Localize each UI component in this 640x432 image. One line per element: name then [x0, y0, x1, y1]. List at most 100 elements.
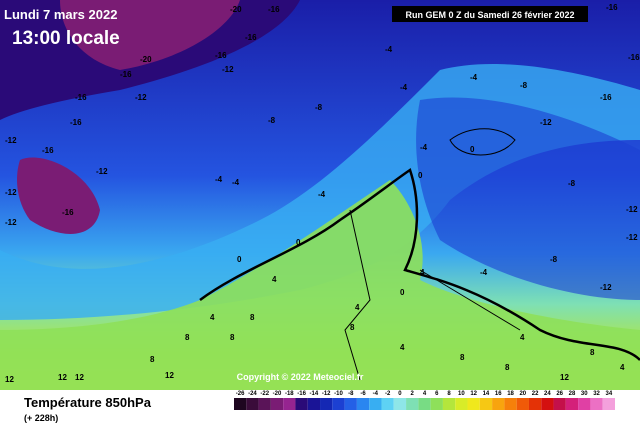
- legend-tick-label: -20: [273, 391, 282, 397]
- legend-tick-label: -14: [310, 391, 319, 397]
- legend-tick-label: -24: [248, 391, 257, 397]
- legend-swatch: [246, 398, 259, 410]
- contour-label: -12: [626, 233, 638, 242]
- contour-label: 4: [355, 303, 360, 312]
- contour-label: 4: [400, 343, 405, 352]
- legend-swatch: [406, 398, 419, 410]
- copyright: Copyright © 2022 Meteociel.fr: [237, 372, 364, 382]
- legend-swatch: [541, 398, 554, 410]
- legend-tick-label: 8: [447, 391, 451, 397]
- date: Lundi 7 mars 2022: [4, 7, 117, 22]
- contour-label: 0: [237, 255, 242, 264]
- run-box: [392, 6, 588, 22]
- legend-tick-label: 18: [507, 391, 514, 397]
- contour-label: -4: [232, 178, 240, 187]
- contour-label: 4: [272, 275, 277, 284]
- contour-label: -12: [5, 218, 17, 227]
- contour-label: -4: [420, 143, 428, 152]
- contour-label: -4: [215, 175, 223, 184]
- contour-label: -4: [385, 45, 393, 54]
- legend-swatch: [578, 398, 591, 410]
- legend-swatch: [602, 398, 615, 410]
- legend-tick-label: -16: [297, 391, 306, 397]
- legend-swatch: [492, 398, 505, 410]
- contour-label: -12: [626, 205, 638, 214]
- legend-tick-label: -26: [236, 391, 245, 397]
- contour-label: 4: [420, 268, 425, 277]
- contour-label: -16: [268, 5, 280, 14]
- contour-label: -16: [215, 51, 227, 60]
- legend-tick-label: 30: [581, 391, 588, 397]
- contour-label: -8: [550, 255, 558, 264]
- contour-label: 8: [150, 355, 155, 364]
- legend-swatch: [516, 398, 529, 410]
- contour-label: -12: [96, 167, 108, 176]
- contour-label: -20: [140, 55, 152, 64]
- contour-label: 4: [210, 313, 215, 322]
- legend-tick-label: -12: [322, 391, 331, 397]
- contour-label: -4: [470, 73, 478, 82]
- legend-tick-label: 12: [470, 391, 477, 397]
- legend-tick-label: 34: [606, 391, 613, 397]
- time: 13:00 locale: [12, 28, 120, 49]
- lead: (+ 228h): [24, 413, 58, 423]
- contour-label: -4: [318, 190, 326, 199]
- contour-label: 12: [5, 375, 14, 384]
- contour-label: -16: [75, 93, 87, 102]
- contour-label: -12: [5, 188, 17, 197]
- legend-tick-label: 22: [532, 391, 539, 397]
- legend-tick-label: 32: [593, 391, 600, 397]
- contour-label: -8: [520, 81, 528, 90]
- warm-region: [0, 180, 640, 390]
- contour-label: -12: [135, 93, 147, 102]
- legend-tick-label: -18: [285, 391, 294, 397]
- legend-tick-label: -4: [373, 391, 379, 397]
- legend-swatch: [344, 398, 357, 410]
- contour-label: 0: [296, 238, 301, 247]
- cold-core: [60, 0, 240, 70]
- contour-label: -8: [568, 179, 576, 188]
- legend-swatch: [418, 398, 431, 410]
- contour-label: -12: [600, 283, 612, 292]
- contour-label: -12: [222, 65, 234, 74]
- legend-swatch: [270, 398, 284, 410]
- legend-tick-label: 28: [569, 391, 576, 397]
- legend-tick-label: -10: [334, 391, 343, 397]
- legend-swatch: [430, 398, 443, 410]
- contour-label: -4: [480, 268, 488, 277]
- legend-swatch: [307, 398, 321, 410]
- contour-label: 8: [185, 333, 190, 342]
- legend-tick-label: 4: [423, 391, 427, 397]
- coastline: [344, 128, 521, 381]
- legend-tick-label: 14: [483, 391, 490, 397]
- contour-label: 0: [470, 145, 475, 154]
- legend-swatch: [590, 398, 603, 410]
- variable: Température 850hPa: [24, 395, 152, 410]
- legend-tick-label: -2: [385, 391, 391, 397]
- contour-label: -8: [268, 116, 276, 125]
- contour-label: -16: [120, 70, 132, 79]
- contour-label: 8: [590, 348, 595, 357]
- legend-swatch: [393, 398, 407, 410]
- legend-swatch: [528, 398, 542, 410]
- legend-swatch: [381, 398, 394, 410]
- contour-label: 8: [250, 313, 255, 322]
- legend-tick-label: -6: [360, 391, 366, 397]
- legend-swatch: [467, 398, 480, 410]
- legend-swatch: [553, 398, 566, 410]
- contour-label: 4: [520, 333, 525, 342]
- legend-tick-label: 26: [556, 391, 563, 397]
- contour-label: -16: [600, 93, 612, 102]
- contour-label: 8: [230, 333, 235, 342]
- contour-label: 0: [418, 171, 423, 180]
- legend-swatch: [320, 398, 333, 410]
- legend-tick-label: -8: [348, 391, 354, 397]
- contour-label: -16: [62, 208, 74, 217]
- legend-tick-label: 16: [495, 391, 502, 397]
- contour-label: -16: [628, 53, 640, 62]
- color-legend: -26 -24 -22 -20 -18 -16 -14 -12 -10 -8 -6 -4 -2 0 2 4 6 8…: [234, 391, 615, 410]
- contour-label: 12: [58, 373, 67, 382]
- contour-label: 4: [620, 363, 625, 372]
- cold-region: [416, 97, 640, 300]
